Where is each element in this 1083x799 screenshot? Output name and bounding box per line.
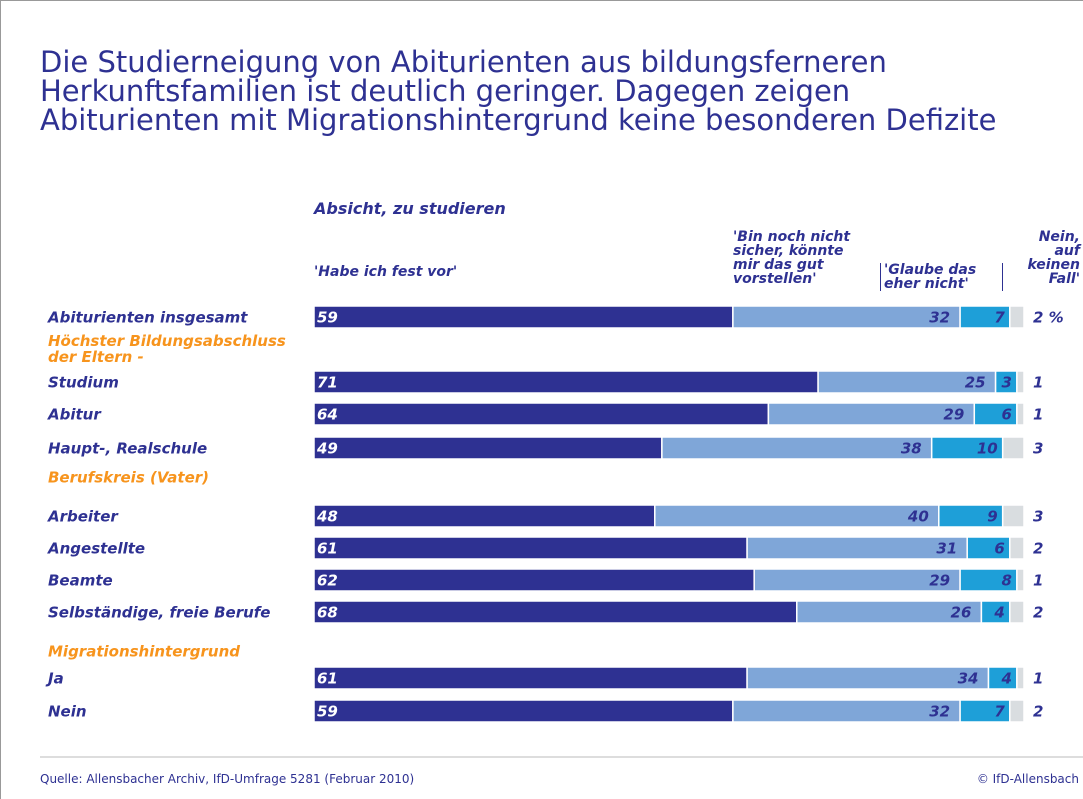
value-label: 7: [994, 703, 1005, 721]
value-label: 48: [316, 508, 338, 526]
bar-segment: [313, 666, 748, 690]
value-label: 34: [958, 670, 979, 688]
value-label: 6: [1001, 406, 1011, 424]
value-label: 10: [977, 440, 998, 458]
category-label: Studium: [48, 374, 119, 392]
value-label: 4: [1000, 670, 1011, 688]
value-label: 32: [929, 309, 950, 327]
group-label: Höchster Bildungsabschluss der Eltern -: [48, 333, 286, 366]
bar-segment: [1009, 600, 1025, 624]
bar-segment: [313, 436, 663, 460]
bar-segment: [313, 568, 755, 592]
title: Die Studierneigung von Abiturienten aus …: [40, 45, 997, 137]
subtitle: Absicht, zu studieren: [314, 199, 506, 218]
value-label: 62: [317, 572, 338, 590]
bar-segment: [313, 402, 770, 426]
value-label: 2 %: [1033, 309, 1064, 327]
bar-segment: [746, 536, 968, 560]
bar-segment: [313, 504, 656, 528]
bar-segment: [1009, 699, 1025, 723]
value-label: 29: [929, 572, 950, 590]
bar-segment: [1016, 370, 1025, 394]
bar-segment: [313, 699, 734, 723]
value-label: 8: [1001, 572, 1011, 590]
value-label: 1: [1033, 374, 1043, 392]
value-label: 3: [1001, 374, 1011, 392]
bar-segment: [313, 600, 798, 624]
category-label: Arbeiter: [47, 508, 119, 526]
value-label: 2: [1033, 703, 1043, 721]
category-label: Haupt-, Realschule: [48, 440, 207, 458]
bar-segment: [1001, 436, 1025, 460]
value-label: 49: [316, 440, 338, 458]
category-label: Abiturienten insgesamt: [47, 309, 248, 327]
legend-header: 'Habe ich fest vor': [314, 264, 458, 280]
value-label: 59: [317, 309, 338, 327]
value-label: 29: [943, 406, 964, 424]
value-label: 4: [993, 604, 1004, 622]
bar-segment: [1016, 568, 1025, 592]
group-label-box: Höchster Bildungsabschluss der Eltern -: [48, 333, 286, 366]
bar-segment: [732, 699, 961, 723]
copyright: © IfD-Allensbach: [976, 772, 1079, 786]
source: Quelle: Allensbacher Archiv, IfD-Umfrage…: [40, 772, 415, 786]
value-label: 9: [987, 508, 997, 526]
value-label: 25: [965, 374, 986, 392]
legend-header: Nein, auf keinen Fall': [1027, 229, 1080, 287]
bar-segment: [313, 370, 819, 394]
value-label: 1: [1033, 670, 1043, 688]
value-label: 7: [994, 309, 1005, 327]
bar-segment: [1001, 504, 1025, 528]
bar-segment: [746, 666, 990, 690]
value-label: 2: [1033, 540, 1043, 558]
group-label: Migrationshintergrund: [48, 643, 240, 661]
category-label: Angestellte: [47, 540, 145, 558]
bar-segment: [1009, 305, 1025, 329]
value-label: 71: [317, 374, 338, 392]
bar-segment: [1016, 666, 1025, 690]
value-label: 1: [1033, 572, 1043, 590]
value-label: 26: [951, 604, 972, 622]
value-label: 38: [901, 440, 922, 458]
bar-segment: [313, 305, 734, 329]
category-label: Beamte: [48, 572, 113, 590]
value-label: 61: [317, 540, 338, 558]
value-label: 61: [317, 670, 338, 688]
group-label: Berufskreis (Vater): [48, 469, 209, 487]
value-label: 64: [317, 406, 338, 424]
value-label: 6: [994, 540, 1004, 558]
value-label: 31: [936, 540, 957, 558]
category-label: Selbständige, freie Berufe: [48, 604, 270, 622]
bar-segment: [732, 305, 961, 329]
value-label: 40: [907, 508, 929, 526]
category-label: Abitur: [47, 406, 102, 424]
bar-segment: [661, 436, 933, 460]
value-label: 59: [317, 703, 338, 721]
value-label: 32: [929, 703, 950, 721]
legend-header: 'Bin noch nicht sicher, könnte mir das g…: [733, 229, 851, 287]
bar-segment: [313, 536, 748, 560]
bar-segment: [1016, 402, 1025, 426]
value-label: 3: [1033, 508, 1043, 526]
value-label: 3: [1033, 440, 1043, 458]
value-label: 1: [1033, 406, 1043, 424]
value-label: 2: [1033, 604, 1043, 622]
value-label: 68: [317, 604, 338, 622]
bar-segment: [1009, 536, 1025, 560]
legend-header: 'Glaube das eher nicht': [880, 263, 1003, 291]
bar-segment: [654, 504, 940, 528]
category-label: Nein: [48, 703, 87, 721]
category-label: Ja: [45, 670, 64, 688]
